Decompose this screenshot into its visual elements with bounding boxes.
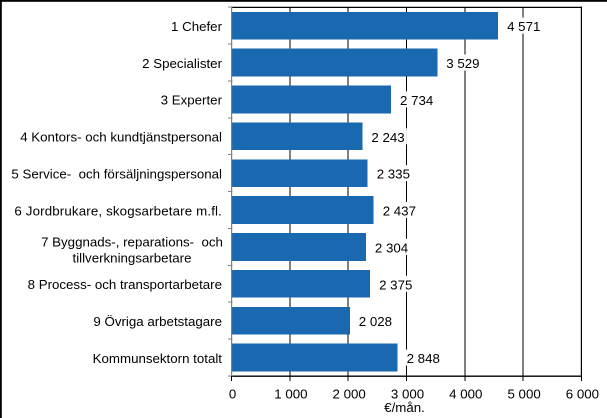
svg-text:9 Övriga arbetstagare: 9 Övriga arbetstagare [93, 314, 222, 329]
svg-text:8 Process- och transportarbeta: 8 Process- och transportarbetare [28, 277, 222, 292]
svg-text:2 000: 2 000 [333, 387, 366, 402]
svg-text:Kommunsektorn totalt: Kommunsektorn totalt [93, 351, 223, 366]
svg-text:tillverkningsarbetare: tillverkningsarbetare [73, 250, 192, 265]
svg-text:1 000: 1 000 [274, 387, 307, 402]
svg-text:2 304: 2 304 [375, 240, 408, 255]
svg-text:5 000: 5 000 [507, 387, 540, 402]
svg-text:5 Service- och försäljningspe: 5 Service- och försäljningspersonal [11, 167, 222, 182]
svg-text:2 848: 2 848 [407, 351, 440, 366]
svg-text:2 Specialister: 2 Specialister [142, 56, 222, 71]
svg-text:6 000: 6 000 [566, 387, 599, 402]
svg-text:€/mån.: €/mån. [384, 400, 425, 415]
svg-text:2 335: 2 335 [377, 167, 410, 182]
svg-text:6 Jordbrukare, skogsarbetare m: 6 Jordbrukare, skogsarbetare m.fl. [14, 203, 222, 218]
svg-text:2 437: 2 437 [383, 204, 416, 219]
svg-text:3 000: 3 000 [391, 387, 424, 402]
svg-text:2 028: 2 028 [359, 314, 392, 329]
svg-text:3 529: 3 529 [446, 56, 479, 71]
svg-text:1 Chefer: 1 Chefer [171, 19, 223, 34]
svg-text:0: 0 [229, 387, 236, 402]
svg-text:4 Kontors- och kundtjänstperso: 4 Kontors- och kundtjänstpersonal [20, 130, 222, 145]
svg-text:2 734: 2 734 [400, 93, 433, 108]
svg-text:2 243: 2 243 [371, 130, 404, 145]
svg-text:2 375: 2 375 [379, 277, 412, 292]
svg-text:4 571: 4 571 [507, 19, 540, 34]
svg-text:7 Byggnads-, reparations- och: 7 Byggnads-, reparations- och [41, 234, 223, 249]
svg-text:3 Experter: 3 Experter [161, 93, 223, 108]
svg-text:4 000: 4 000 [449, 387, 482, 402]
